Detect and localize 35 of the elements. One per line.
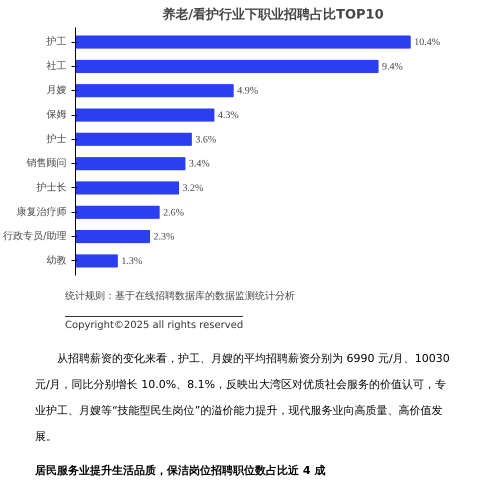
bar bbox=[76, 230, 150, 244]
text: Copyright©2025 all rights reserved bbox=[65, 316, 244, 334]
data-label: 4.3% bbox=[218, 110, 239, 122]
y-tick-label: 销售顾问 bbox=[26, 157, 66, 170]
data-label: 2.3% bbox=[154, 232, 174, 243]
y-tick-label: 月嫂 bbox=[46, 85, 66, 96]
y-tick-label: 幼教 bbox=[46, 254, 66, 266]
data-label: 3.2% bbox=[182, 182, 204, 194]
data-label: 2.6% bbox=[163, 207, 184, 218]
y-tick-label: 护士 bbox=[46, 132, 66, 145]
y-tick-label: 康复治疗师 bbox=[16, 206, 66, 218]
text: 从招聘薪资的变化来看，护工、月嫂的平均招聘薪资分别为 6990 元/月、10030 元/月，同比分别增长 10.0%、8.1%，反映出大湾区对优质社会服务的价值认可，专业护工、月嫂等“技能型民生岗位”的溢价能力提升，现代服务业向高质量、高价值发展。 bbox=[35, 350, 451, 445]
data-label: 4.9% bbox=[237, 86, 258, 97]
y-tick-label: 护工 bbox=[46, 36, 66, 48]
text: 居民服务业提升生活品质，保洁岗位招聘职位数占比近 4 成 bbox=[35, 462, 326, 478]
bar bbox=[76, 60, 379, 73]
bar bbox=[76, 206, 160, 219]
bar bbox=[76, 132, 192, 146]
bar bbox=[76, 108, 214, 122]
chart-title: 养老/看护行业下职业招聘占比TOP10 bbox=[161, 6, 384, 22]
bar bbox=[76, 157, 186, 170]
y-tick-label: 行政专员/助理 bbox=[3, 230, 67, 242]
bar bbox=[76, 36, 411, 49]
y-tick-label: 护士长 bbox=[36, 181, 66, 194]
y-tick-label: 社工 bbox=[46, 60, 66, 72]
bar bbox=[76, 84, 234, 98]
data-label: 3.6% bbox=[195, 134, 216, 146]
y-tick-label: 保姆 bbox=[46, 110, 66, 121]
data-label: 3.4% bbox=[188, 158, 210, 170]
data-label: 1.3% bbox=[121, 256, 142, 267]
bar bbox=[76, 181, 179, 195]
data-label: 10.4% bbox=[414, 37, 440, 48]
bar bbox=[76, 254, 118, 268]
data-label: 9.4% bbox=[382, 61, 403, 72]
text: 统计规则：基于在线招聘数据库的数据监测统计分析 bbox=[65, 290, 295, 304]
